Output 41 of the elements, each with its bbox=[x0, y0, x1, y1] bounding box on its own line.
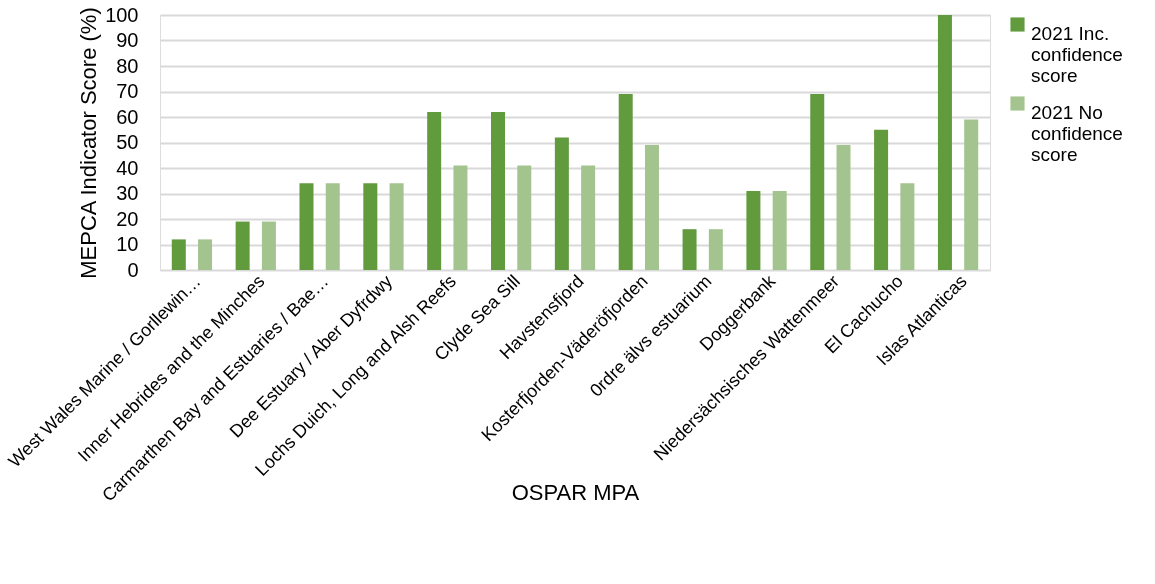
bar bbox=[261, 221, 276, 270]
y-tick-label: 100 bbox=[105, 3, 139, 26]
y-tick-label: 30 bbox=[116, 182, 139, 204]
bar bbox=[618, 94, 633, 270]
legend-label: 2021 No confidence score bbox=[1031, 101, 1123, 165]
bar bbox=[937, 15, 952, 270]
bar bbox=[644, 145, 659, 270]
x-axis-title: OSPAR MPA bbox=[511, 479, 640, 505]
bar bbox=[708, 229, 723, 270]
y-tick-label: 70 bbox=[116, 80, 139, 102]
bar bbox=[363, 183, 378, 270]
bar bbox=[171, 239, 186, 270]
y-tick-label: 60 bbox=[116, 105, 139, 128]
y-tick-label: 20 bbox=[116, 207, 139, 230]
bar bbox=[235, 221, 250, 270]
bar bbox=[836, 145, 851, 270]
bar bbox=[389, 183, 404, 270]
bar bbox=[517, 165, 532, 270]
y-tick-label: 40 bbox=[116, 156, 139, 179]
bar bbox=[682, 229, 697, 270]
bar bbox=[198, 239, 213, 270]
bar bbox=[964, 119, 979, 270]
legend-label: 2021 Inc. confidence score bbox=[1031, 22, 1123, 86]
bar bbox=[554, 137, 569, 270]
y-tick-label: 0 bbox=[127, 258, 139, 281]
bar bbox=[874, 129, 889, 270]
y-tick-label: 80 bbox=[116, 54, 139, 77]
bar bbox=[772, 190, 787, 270]
y-tick-label: 90 bbox=[116, 29, 139, 51]
bar bbox=[900, 183, 915, 270]
bar bbox=[453, 165, 468, 270]
bar bbox=[325, 183, 340, 270]
bar bbox=[810, 94, 825, 270]
bar bbox=[427, 111, 442, 270]
bar bbox=[746, 190, 761, 270]
y-tick-label: 50 bbox=[116, 131, 139, 153]
bar bbox=[491, 111, 506, 270]
y-tick-label: 10 bbox=[116, 233, 139, 255]
bar bbox=[581, 165, 596, 270]
bar bbox=[299, 183, 314, 270]
y-axis-title: MEPCA Indicator Score (%) bbox=[76, 7, 102, 279]
